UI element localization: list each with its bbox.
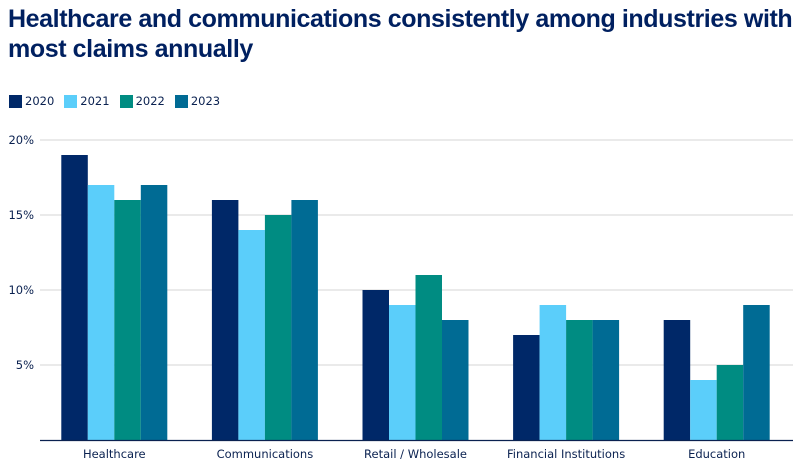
bar-2022	[716, 365, 744, 440]
x-tick-label: Communications	[217, 447, 314, 461]
chart-title: Healthcare and communications consistent…	[8, 5, 793, 63]
legend-swatch-2022	[119, 94, 133, 108]
bar-2021	[389, 305, 416, 440]
bar-2020	[211, 200, 239, 440]
y-tick-label: 5%	[16, 358, 34, 372]
legend-label-2022: 2022	[135, 94, 165, 108]
legend: 2020 2021 2022 2023	[9, 94, 230, 108]
bar-2023	[743, 305, 770, 440]
y-tick-label: 10%	[8, 283, 34, 297]
legend-swatch-2021	[64, 94, 78, 108]
bar-2020	[513, 335, 540, 440]
bar-2022	[415, 275, 442, 440]
bar-2023	[592, 320, 620, 440]
bar-2021	[87, 185, 115, 440]
bar-2022	[114, 200, 141, 440]
y-tick-label: 20%	[8, 133, 34, 147]
bar-2021	[539, 305, 567, 440]
bar-2023	[140, 185, 168, 440]
bar-2021	[238, 230, 265, 440]
bar-2022	[566, 320, 593, 440]
legend-item-2021: 2021	[64, 94, 110, 108]
bar-2020	[362, 290, 389, 440]
legend-label-2020: 2020	[25, 94, 55, 108]
bar-2020	[61, 155, 88, 440]
legend-item-2020: 2020	[9, 94, 54, 108]
y-tick-label: 15%	[8, 208, 34, 222]
bar-2021	[690, 380, 717, 440]
x-tick-label: Education	[688, 447, 745, 461]
x-tick-label: Healthcare	[83, 447, 146, 461]
legend-swatch-2020	[9, 94, 22, 108]
legend-swatch-2023	[174, 94, 188, 108]
bar-2023	[291, 200, 318, 440]
legend-label-2023: 2023	[190, 94, 221, 108]
x-tick-label: Financial Institutions	[507, 447, 625, 461]
bar-2023	[442, 320, 469, 440]
legend-item-2023: 2023	[174, 94, 221, 108]
bar-2020	[663, 320, 691, 440]
legend-label-2021: 2021	[80, 94, 110, 108]
bar-2022	[264, 215, 292, 440]
x-tick-label: Retail / Wholesale	[364, 447, 467, 461]
legend-item-2022: 2022	[119, 94, 165, 108]
